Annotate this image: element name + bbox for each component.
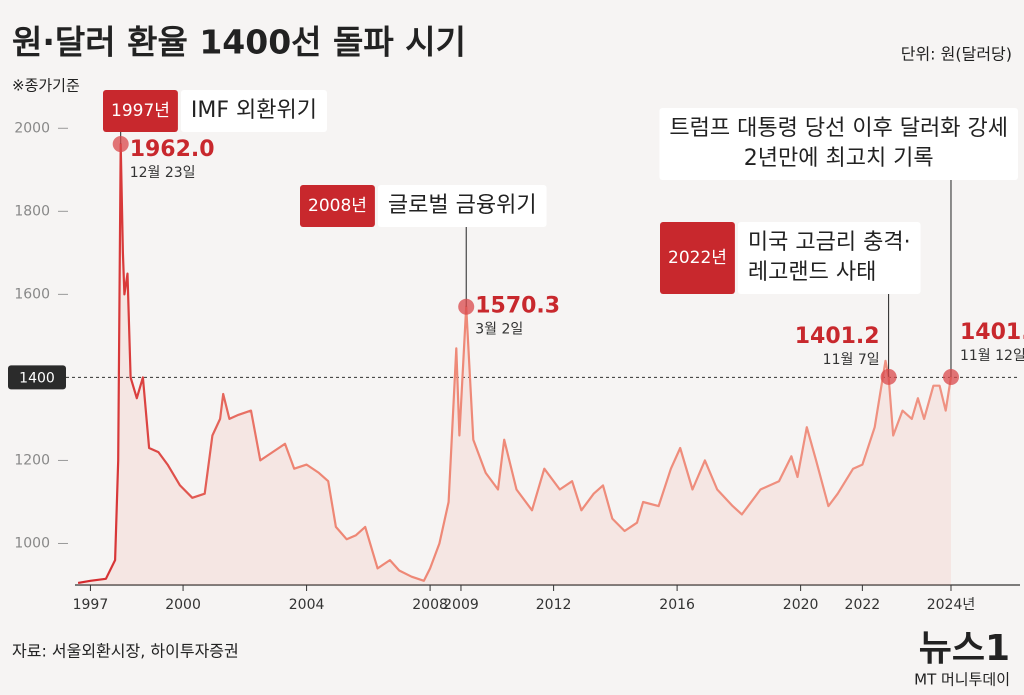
x-tick-label: 2020 — [783, 597, 819, 613]
x-tick-label: 2000 — [165, 597, 201, 613]
value-label: 1401.2 — [795, 324, 880, 349]
y-tick-label: 2000 — [14, 120, 50, 136]
callout-tag: 1997년 — [111, 101, 170, 121]
y-tick-label: 1400 — [19, 370, 55, 386]
y-tick-label: 1800 — [14, 203, 50, 219]
value-label: 1962.0 — [130, 137, 215, 162]
callout-text: 트럼프 대통령 당선 이후 달러화 강세 — [669, 116, 1008, 141]
callout-tag-box — [103, 90, 178, 132]
value-label: 1401.0 — [960, 320, 1024, 345]
data-line — [77, 143, 953, 584]
x-tick-label: 2004 — [289, 597, 325, 613]
x-tick-label: 2024년 — [927, 597, 976, 613]
callout-tag-box — [300, 185, 375, 227]
watermark: MT 머니투데이 — [914, 671, 1010, 689]
callout-box — [737, 222, 921, 294]
callout: 2022년 미국 고금리 충격· 레고랜드 사태 — [660, 222, 921, 294]
callout: 트럼프 대통령 당선 이후 달러화 강세 2년만에 최고치 기록 — [659, 108, 1018, 180]
callout-box — [377, 185, 547, 227]
x-tick-label: 2008 — [412, 597, 448, 613]
x-tick-label: 2009 — [443, 597, 479, 613]
callout-tag: 2008년 — [308, 196, 367, 216]
y-tick-highlight — [8, 365, 66, 390]
date-label: 12월 23일 — [130, 165, 196, 181]
callout: 2008년 글로벌 금융위기 — [300, 185, 547, 227]
callout-text: 미국 고금리 충격· — [748, 230, 911, 255]
x-tick-label: 2012 — [536, 597, 572, 613]
note: ※종가기준 — [12, 77, 80, 95]
unit-label: 단위: 원(달러당) — [901, 45, 1012, 64]
highlight-point — [458, 298, 475, 315]
callout-text: 레고랜드 사태 — [748, 260, 876, 285]
area — [78, 144, 952, 585]
date-label: 11월 7일 — [823, 352, 880, 368]
date-label: 11월 12일 — [960, 348, 1024, 364]
callout: 1997년 IMF 외환위기 — [103, 90, 327, 132]
date-label: 3월 2일 — [475, 322, 523, 338]
callout-text: 2년만에 최고치 기록 — [744, 146, 934, 171]
callout-text: IMF 외환위기 — [191, 98, 317, 123]
x-tick-label: 2016 — [659, 597, 695, 613]
y-tick-label: 1200 — [14, 452, 50, 468]
callout-tag: 2022년 — [668, 248, 727, 268]
highlight-point — [112, 136, 129, 153]
x-tick-label: 2022 — [845, 597, 881, 613]
callout-text: 글로벌 금융위기 — [388, 193, 537, 218]
y-tick-label: 1600 — [14, 286, 50, 302]
y-tick-label: 1000 — [14, 535, 50, 551]
logo: 뉴스1 — [919, 628, 1010, 669]
callout-box — [180, 90, 327, 132]
highlight-point — [880, 368, 897, 385]
callout-tag-box — [660, 222, 735, 294]
x-tick-label: 1997 — [73, 597, 109, 613]
highlight-point — [942, 368, 959, 385]
source: 자료: 서울외환시장, 하이투자증권 — [12, 642, 239, 661]
chart-title: 원·달러 환율 1400선 돌파 시기 — [12, 23, 466, 62]
callout-box — [659, 108, 1018, 180]
value-label: 1570.3 — [475, 294, 560, 319]
